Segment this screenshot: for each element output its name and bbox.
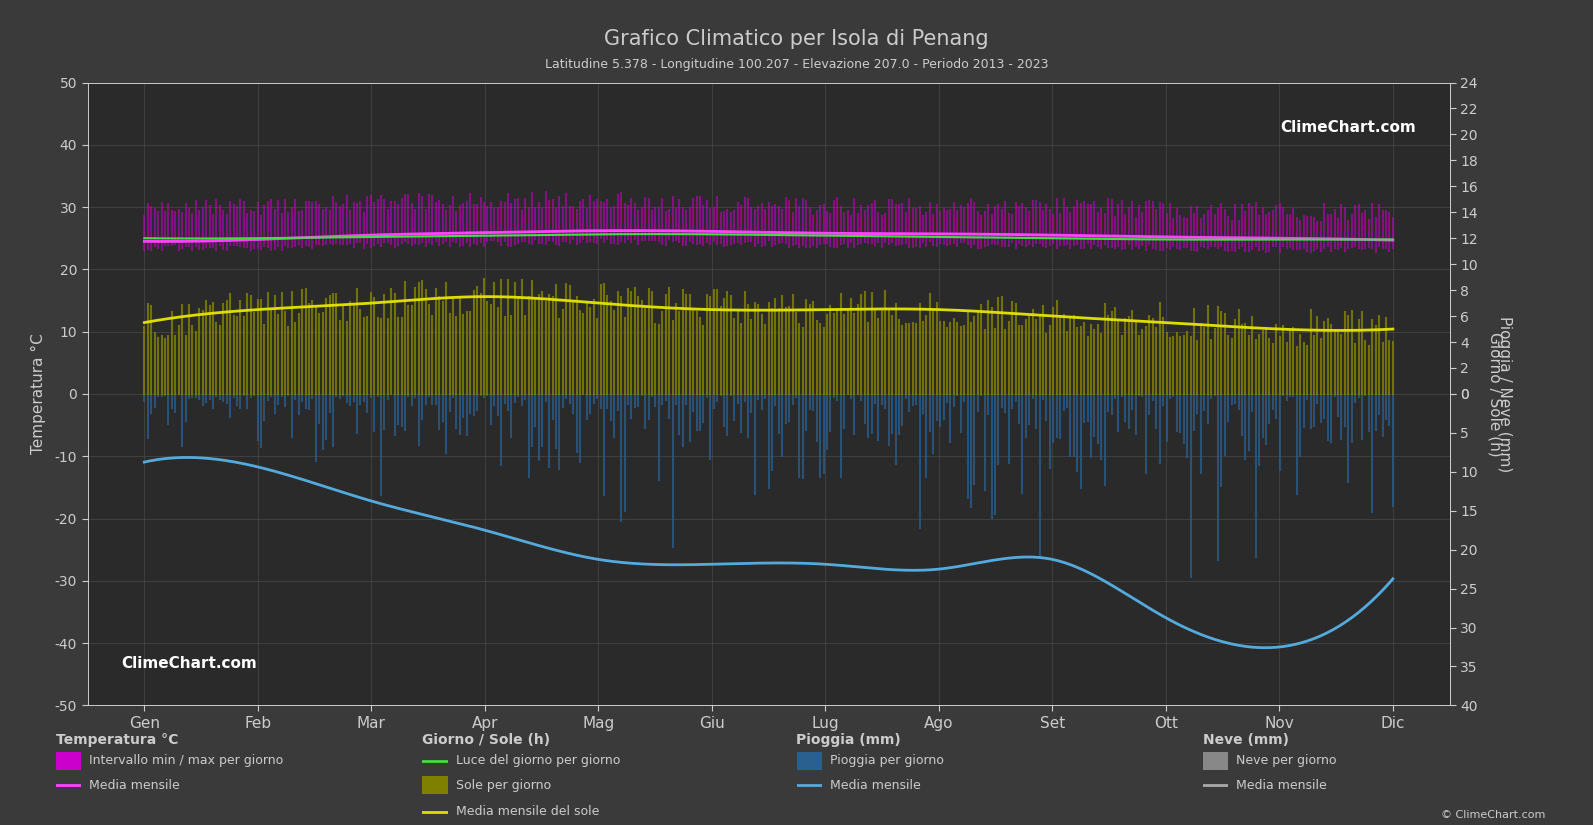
Text: Latitudine 5.378 - Longitudine 100.207 - Elevazione 207.0 - Periodo 2013 - 2023: Latitudine 5.378 - Longitudine 100.207 -… (545, 58, 1048, 71)
Text: Sole per giorno: Sole per giorno (456, 779, 551, 792)
Text: Media mensile: Media mensile (89, 779, 180, 792)
Text: Media mensile del sole: Media mensile del sole (456, 805, 599, 818)
Text: Temperatura °C: Temperatura °C (56, 733, 178, 747)
Y-axis label: Giorno / Sole (h): Giorno / Sole (h) (1488, 332, 1502, 456)
Text: Grafico Climatico per Isola di Penang: Grafico Climatico per Isola di Penang (604, 29, 989, 49)
Text: ClimeChart.com: ClimeChart.com (1279, 120, 1416, 134)
Text: Pioggia (mm): Pioggia (mm) (796, 733, 902, 747)
Text: © ClimeChart.com: © ClimeChart.com (1440, 810, 1545, 820)
Text: Media mensile: Media mensile (830, 779, 921, 792)
Y-axis label: Pioggia / Neve (mm): Pioggia / Neve (mm) (1497, 316, 1512, 472)
Text: Giorno / Sole (h): Giorno / Sole (h) (422, 733, 550, 747)
Text: Pioggia per giorno: Pioggia per giorno (830, 754, 943, 767)
Y-axis label: Temperatura °C: Temperatura °C (32, 333, 46, 455)
Text: Neve per giorno: Neve per giorno (1236, 754, 1337, 767)
Text: Media mensile: Media mensile (1236, 779, 1327, 792)
Text: Intervallo min / max per giorno: Intervallo min / max per giorno (89, 754, 284, 767)
Text: Neve (mm): Neve (mm) (1203, 733, 1289, 747)
Text: ClimeChart.com: ClimeChart.com (121, 656, 258, 671)
Text: Luce del giorno per giorno: Luce del giorno per giorno (456, 754, 620, 767)
